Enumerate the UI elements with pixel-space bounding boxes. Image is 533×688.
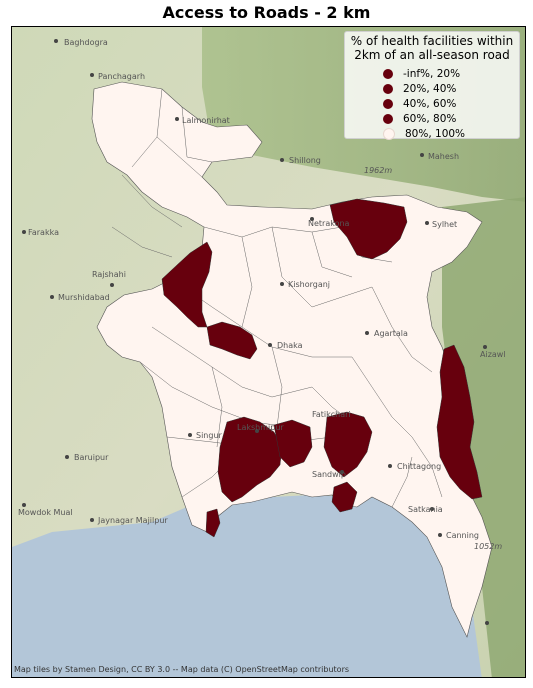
svg-text:1962m: 1962m xyxy=(364,166,392,175)
legend-swatch xyxy=(383,127,395,140)
svg-text:Kishorganj: Kishorganj xyxy=(288,280,330,289)
low-access-districts[interactable] xyxy=(161,198,483,538)
district-sirajganj-bogra[interactable] xyxy=(161,241,213,328)
svg-text:1052m: 1052m xyxy=(474,542,502,551)
svg-text:Baghdogra: Baghdogra xyxy=(64,38,108,47)
legend-item: 40%, 60% xyxy=(383,96,519,111)
district-sunamganj[interactable] xyxy=(329,198,408,260)
legend-title-line-2: 2km of an all-season road xyxy=(354,48,510,62)
place-label-murshidabad: Murshidabad xyxy=(50,293,110,302)
legend-label: 20%, 40% xyxy=(403,82,457,95)
place-label-agartala: Agartala xyxy=(365,329,408,338)
place-label-dhaka: Dhaka xyxy=(268,341,303,350)
place-label-lalmonirhat: Lalmonirhat xyxy=(175,116,230,125)
place-label-hatiya: Sandwip xyxy=(312,470,346,479)
place-label-farakka: Farakka xyxy=(22,228,59,237)
place-label-bhola: Fatikchari xyxy=(312,410,351,419)
place-label-sandwip: Chittagong xyxy=(388,462,441,471)
svg-text:Mahesh: Mahesh xyxy=(428,152,459,161)
svg-text:Farakka: Farakka xyxy=(28,228,59,237)
district-satkhira-south[interactable] xyxy=(205,508,221,538)
place-label-mowdok-mual: 1052m xyxy=(474,542,502,551)
bay-of-bengal xyxy=(12,482,482,677)
svg-text:Lakshmipur: Lakshmipur xyxy=(237,423,284,432)
legend-label: 80%, 100% xyxy=(405,127,466,140)
svg-text:Mowdok Mual: Mowdok Mual xyxy=(18,508,73,517)
place-labels: Dhaka Baruipur Singur Satkania Rajshahi … xyxy=(18,38,506,625)
svg-text:Canning: Canning xyxy=(446,531,479,540)
svg-text:Dhaka: Dhaka xyxy=(277,341,303,350)
map-legend: % of health facilities within 2km of an … xyxy=(344,31,520,141)
svg-text:Sylhet: Sylhet xyxy=(432,220,457,229)
legend-title: % of health facilities within 2km of an … xyxy=(345,34,519,62)
svg-text:Chittagong: Chittagong xyxy=(397,462,441,471)
svg-text:Murshidabad: Murshidabad xyxy=(58,293,110,302)
map-attribution: Map tiles by Stamen Design, CC BY 3.0 --… xyxy=(14,665,350,674)
legend-swatch xyxy=(383,68,393,79)
legend-swatch xyxy=(383,83,393,94)
legend-swatch xyxy=(383,113,393,124)
place-label-baghdogra: Baghdogra xyxy=(54,38,108,47)
place-label-rajshahi: Rajshahi xyxy=(92,270,126,287)
place-label-kolkata: Baruipur xyxy=(65,453,109,462)
svg-text:Sandwip: Sandwip xyxy=(312,470,346,479)
place-label-bagerhat-area: Lakshmipur xyxy=(237,423,284,433)
district-barisal[interactable] xyxy=(273,419,313,468)
district-boundaries xyxy=(111,88,443,508)
place-label-aizawl: Aizawl xyxy=(480,345,506,359)
place-label-teknaf xyxy=(485,621,489,625)
place-label-diamond-harbour: Mowdok Mual xyxy=(18,503,73,517)
legend-item: 60%, 80% xyxy=(383,111,519,126)
legend-label: 60%, 80% xyxy=(403,112,457,125)
svg-text:Shillong: Shillong xyxy=(289,156,321,165)
district-bhola-coast[interactable] xyxy=(331,481,358,513)
place-label-kishorganj: Kishorganj xyxy=(280,280,330,289)
svg-text:Aizawl: Aizawl xyxy=(480,350,506,359)
legend-title-line-1: % of health facilities within xyxy=(350,34,514,48)
svg-text:Netrakona: Netrakona xyxy=(308,219,350,228)
map-title: Access to Roads - 2 km xyxy=(162,3,371,22)
place-label-khulna: Singur xyxy=(188,431,223,440)
svg-text:Singur: Singur xyxy=(196,431,223,440)
district-bandarban-rangamati[interactable] xyxy=(436,344,483,500)
place-label-panchagarh: Panchagarh xyxy=(90,72,145,81)
place-label-shillong: Mahesh xyxy=(420,152,459,161)
place-label-canning: Jaynagar Majilpur xyxy=(90,516,168,525)
legend-swatch xyxy=(383,98,393,109)
legend-item: -inf%, 20% xyxy=(383,66,519,81)
svg-text:Lalmonirhat: Lalmonirhat xyxy=(182,116,230,125)
svg-text:Agartala: Agartala xyxy=(374,329,408,338)
place-label-netrakona: Netrakona xyxy=(308,217,350,228)
legend-label: -inf%, 20% xyxy=(403,67,461,80)
place-label-tura: Shillong xyxy=(280,156,321,165)
svg-text:Fatikchari: Fatikchari xyxy=(312,410,351,419)
svg-text:Satkania: Satkania xyxy=(408,505,443,514)
district-khulna-bagerhat[interactable] xyxy=(217,416,283,503)
svg-text:Panchagarh: Panchagarh xyxy=(98,72,145,81)
place-label-peak-1: 1962m xyxy=(364,166,392,175)
place-label-chittagong: Satkania xyxy=(408,505,443,514)
eastern-hills xyxy=(442,197,525,677)
map-canvas[interactable]: Dhaka Baruipur Singur Satkania Rajshahi … xyxy=(12,27,526,678)
svg-text:Baruipur: Baruipur xyxy=(74,453,109,462)
legend-item: 20%, 40% xyxy=(383,81,519,96)
legend-item: 80%, 100% xyxy=(383,126,519,141)
legend-items: -inf%, 20% 20%, 40% 40%, 60% 60%, 80% 80… xyxy=(345,66,519,141)
district-tangail-manikganj[interactable] xyxy=(206,321,258,360)
svg-text:Jaynagar Majilpur: Jaynagar Majilpur xyxy=(97,516,168,525)
legend-label: 40%, 60% xyxy=(403,97,457,110)
svg-text:Rajshahi: Rajshahi xyxy=(92,270,126,279)
district-noakhali-lakshmipur[interactable] xyxy=(323,411,373,478)
place-label-sylhet: Sylhet xyxy=(425,220,457,229)
place-label-cox-satkania: Canning xyxy=(438,531,479,540)
